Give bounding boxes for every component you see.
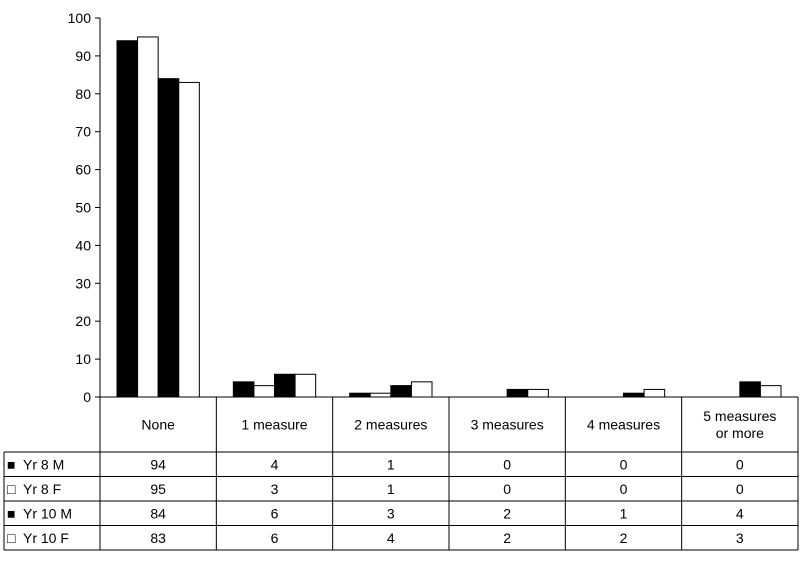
x-tick-label: 3 measures xyxy=(471,417,544,433)
data-label: 83 xyxy=(150,530,166,546)
y-tick-label: 0 xyxy=(83,389,91,405)
y-tick-label: 10 xyxy=(75,351,91,367)
data-label: 1 xyxy=(620,505,628,521)
bar xyxy=(410,381,433,398)
bars xyxy=(116,36,782,398)
data-label: 3 xyxy=(271,481,279,497)
legend-key-icon: ■ xyxy=(7,456,15,472)
data-label: 0 xyxy=(736,481,744,497)
y-axis: 0 10 20 30 40 50 60 70 80 90 100 xyxy=(68,10,101,405)
legend-label: Yr 8 M xyxy=(23,456,64,472)
data-label: 0 xyxy=(620,456,628,472)
data-label: 2 xyxy=(620,530,628,546)
data-label: 0 xyxy=(503,481,511,497)
data-label: 0 xyxy=(736,456,744,472)
data-label: 6 xyxy=(271,530,279,546)
x-tick-label: None xyxy=(141,417,175,433)
bar xyxy=(294,373,317,398)
bar xyxy=(369,392,392,398)
data-label: 2 xyxy=(503,505,511,521)
y-tick-label: 90 xyxy=(75,48,91,64)
bar xyxy=(623,392,645,398)
bar xyxy=(178,81,200,398)
data-label: 6 xyxy=(271,505,279,521)
data-label: 4 xyxy=(736,505,744,521)
legend-label: Yr 8 F xyxy=(23,481,61,497)
data-label: 3 xyxy=(736,530,744,546)
legend-key-icon: □ xyxy=(7,481,16,497)
data-label: 0 xyxy=(620,481,628,497)
bar xyxy=(349,392,371,398)
data-label: 84 xyxy=(150,505,166,521)
legend-key-icon: ■ xyxy=(7,505,15,521)
x-tick-label: 4 measures xyxy=(587,417,660,433)
legend-label: Yr 10 F xyxy=(23,530,69,546)
x-tick-label: 2 measures xyxy=(354,417,427,433)
data-label: 1 xyxy=(387,456,395,472)
bar xyxy=(232,381,255,398)
y-tick-label: 40 xyxy=(75,237,91,253)
bar xyxy=(643,388,666,398)
x-tick-label: or more xyxy=(716,425,764,441)
y-tick-label: 50 xyxy=(75,200,91,216)
bar xyxy=(739,381,761,398)
legend-key-icon: □ xyxy=(7,530,16,546)
data-label: 1 xyxy=(387,481,395,497)
y-tick-label: 20 xyxy=(75,313,91,329)
x-tick-label: 1 measure xyxy=(241,417,307,433)
y-tick-label: 70 xyxy=(75,124,91,140)
legend-label: Yr 10 M xyxy=(23,505,72,521)
bar xyxy=(274,373,296,398)
y-tick-label: 100 xyxy=(68,10,92,26)
y-tick-label: 30 xyxy=(75,275,91,291)
bar xyxy=(157,78,180,398)
bar xyxy=(759,385,782,398)
data-label: 94 xyxy=(150,456,166,472)
bar xyxy=(527,388,549,398)
data-label: 4 xyxy=(387,530,395,546)
data-label: 3 xyxy=(387,505,395,521)
bar xyxy=(390,385,412,398)
x-tick-label: 5 measures xyxy=(703,408,776,424)
bar xyxy=(116,40,139,398)
y-tick-label: 60 xyxy=(75,162,91,178)
bar xyxy=(253,385,276,398)
data-table: None 1 measure 2 measures 3 measures 4 measu… xyxy=(3,396,799,551)
data-label: 4 xyxy=(271,456,279,472)
bar xyxy=(506,388,529,398)
data-label: 2 xyxy=(503,530,511,546)
data-label: 0 xyxy=(503,456,511,472)
data-label: 95 xyxy=(150,481,166,497)
y-tick-label: 80 xyxy=(75,86,91,102)
bar xyxy=(137,36,159,398)
